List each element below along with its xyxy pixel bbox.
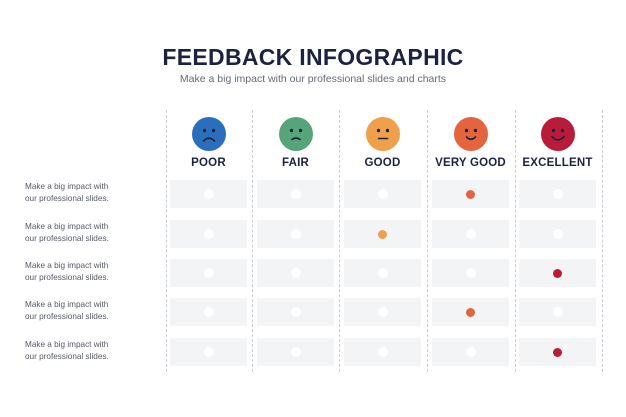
page-title: FEEDBACK INFOGRAPHIC xyxy=(162,44,464,70)
row-label: Make a big impact with our professional s… xyxy=(25,260,160,284)
column-divider xyxy=(602,110,603,372)
column-label: POOR xyxy=(191,157,226,169)
rating-cell[interactable] xyxy=(432,259,509,287)
column-header-very-good: VERY GOOD xyxy=(428,117,514,169)
column-divider xyxy=(166,110,167,372)
rating-dot[interactable] xyxy=(377,347,388,357)
rating-dot[interactable] xyxy=(552,189,563,199)
rating-cell[interactable] xyxy=(432,180,509,208)
big-smile-face-icon xyxy=(540,117,575,151)
row-label: Make a big impact with our professional s… xyxy=(25,221,160,245)
rating-dot[interactable] xyxy=(290,268,301,278)
selected-rating-dot[interactable] xyxy=(466,189,475,199)
column-label: EXCELLENT xyxy=(522,157,593,169)
selected-rating-dot[interactable] xyxy=(553,268,562,278)
rating-cell[interactable] xyxy=(432,298,509,326)
row-label: Make a big impact with our professional s… xyxy=(25,339,160,363)
rating-dot[interactable] xyxy=(465,347,476,357)
rating-dot[interactable] xyxy=(552,229,563,239)
row-label-line: Make a big impact with xyxy=(25,300,109,309)
selected-rating-dot[interactable] xyxy=(466,307,475,317)
rating-cell[interactable] xyxy=(519,259,596,287)
rating-dot[interactable] xyxy=(465,229,476,239)
rating-dot[interactable] xyxy=(290,189,301,199)
rating-cell[interactable] xyxy=(519,298,596,326)
row-label: Make a big impact with our professional s… xyxy=(25,181,160,205)
column-header-good: GOOD xyxy=(340,117,426,169)
rating-dot[interactable] xyxy=(203,268,214,278)
rating-dot[interactable] xyxy=(203,229,214,239)
neutral-face-icon xyxy=(365,117,400,151)
rating-cell[interactable] xyxy=(257,298,334,326)
column-label: VERY GOOD xyxy=(435,157,506,169)
rating-dot[interactable] xyxy=(552,307,563,317)
rating-cell[interactable] xyxy=(170,298,247,326)
column-header-fair: FAIR xyxy=(253,117,339,169)
column-header-poor: POOR xyxy=(166,117,252,169)
column-divider xyxy=(339,110,340,372)
slightly-sad-face-icon xyxy=(278,117,313,151)
row-label-line: our professional slides. xyxy=(25,194,109,203)
rating-cell[interactable] xyxy=(170,259,247,287)
rating-cell[interactable] xyxy=(257,259,334,287)
row-label-line: Make a big impact with xyxy=(25,261,109,270)
row-label-line: our professional slides. xyxy=(25,352,109,361)
rating-cell[interactable] xyxy=(519,220,596,248)
row-label-line: our professional slides. xyxy=(25,273,109,282)
rating-cell[interactable] xyxy=(170,220,247,248)
rating-dot[interactable] xyxy=(465,268,476,278)
rating-cell[interactable] xyxy=(170,338,247,366)
rating-dot[interactable] xyxy=(377,189,388,199)
rating-cell[interactable] xyxy=(344,259,421,287)
column-label: FAIR xyxy=(282,157,309,169)
column-divider xyxy=(252,110,253,372)
rating-cell[interactable] xyxy=(344,220,421,248)
rating-cell[interactable] xyxy=(344,298,421,326)
smile-face-icon xyxy=(453,117,488,151)
rating-cell[interactable] xyxy=(432,338,509,366)
rating-cell[interactable] xyxy=(170,180,247,208)
rating-cell[interactable] xyxy=(344,338,421,366)
page-subtitle: Make a big impact with our professional … xyxy=(179,73,447,85)
row-label-line: Make a big impact with xyxy=(25,222,109,231)
rating-dot[interactable] xyxy=(203,189,214,199)
column-divider xyxy=(515,110,516,372)
rating-dot[interactable] xyxy=(290,307,301,317)
rating-cell[interactable] xyxy=(344,180,421,208)
rating-cell[interactable] xyxy=(519,338,596,366)
rating-cell[interactable] xyxy=(257,338,334,366)
row-label-line: our professional slides. xyxy=(25,312,109,321)
rating-dot[interactable] xyxy=(290,229,301,239)
rating-dot[interactable] xyxy=(290,347,301,357)
rating-dot[interactable] xyxy=(203,347,214,357)
column-label: GOOD xyxy=(364,157,401,169)
selected-rating-dot[interactable] xyxy=(553,347,562,357)
sad-face-icon xyxy=(191,117,226,151)
rating-cell[interactable] xyxy=(519,180,596,208)
column-header-excellent: EXCELLENT xyxy=(515,117,601,169)
row-label-line: our professional slides. xyxy=(25,234,109,243)
rating-dot[interactable] xyxy=(203,307,214,317)
column-divider xyxy=(427,110,428,372)
row-label-line: Make a big impact with xyxy=(25,182,109,191)
rating-cell[interactable] xyxy=(432,220,509,248)
selected-rating-dot[interactable] xyxy=(378,229,387,239)
row-label: Make a big impact with our professional s… xyxy=(25,299,160,323)
rating-cell[interactable] xyxy=(257,180,334,208)
row-label-line: Make a big impact with xyxy=(25,340,109,349)
rating-dot[interactable] xyxy=(377,268,388,278)
rating-cell[interactable] xyxy=(257,220,334,248)
rating-dot[interactable] xyxy=(377,307,388,317)
